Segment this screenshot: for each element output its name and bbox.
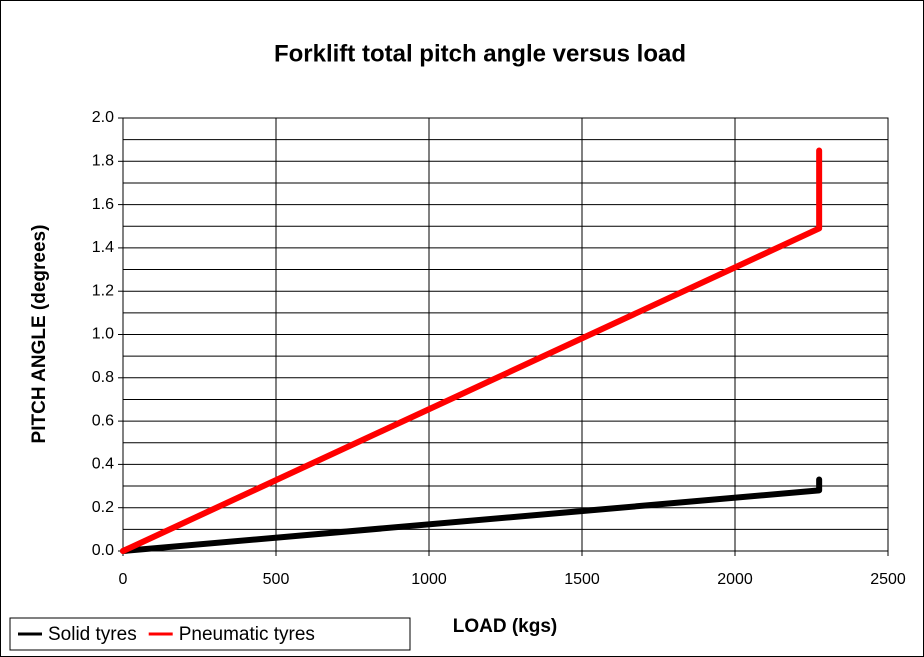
chart-title: Forklift total pitch angle versus load [274,40,686,67]
y-tick-label: 2.0 [92,109,114,126]
y-tick-label: 0.4 [92,456,114,473]
x-tick-label: 2000 [717,571,753,588]
x-tick-label: 0 [119,571,128,588]
series-line [120,147,823,554]
y-tick-label: 1.8 [92,153,114,170]
y-tick-label: 1.6 [92,196,114,213]
legend-label: Pneumatic tyres [179,624,315,645]
y-tick-label: 0.8 [92,369,114,386]
y-tick-label: 0.0 [92,542,114,559]
legend-box [9,617,411,651]
x-tick-label: 2500 [870,571,906,588]
legend-label: Solid tyres [48,624,137,645]
y-tick-label: 0.6 [92,412,114,429]
x-axis-label: LOAD (kgs) [453,616,558,637]
y-axis-label: PITCH ANGLE (degrees) [29,225,50,444]
x-tick-label: 500 [263,571,290,588]
y-tick-label: 1.0 [92,326,114,343]
series-line [120,476,823,554]
y-tick-label: 0.2 [92,499,114,516]
y-tick-label: 1.2 [92,282,114,299]
x-tick-label: 1500 [564,571,600,588]
y-tick-label: 1.4 [92,239,114,256]
x-tick-label: 1000 [411,571,447,588]
